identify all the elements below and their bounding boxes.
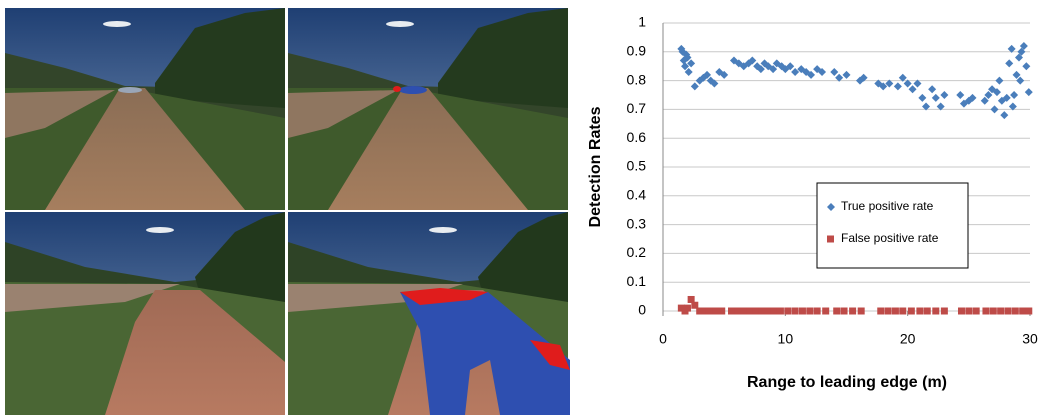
y-tick-label: 0.9 [627, 43, 647, 59]
point [691, 82, 699, 90]
point [830, 68, 838, 76]
photo-top-left [5, 8, 285, 210]
legend-box [817, 183, 968, 268]
false-detection-overlay [393, 86, 401, 92]
point [997, 308, 1004, 315]
y-axis-title: Detection Rates [587, 106, 604, 227]
point [777, 308, 784, 315]
point [712, 308, 719, 315]
point [784, 308, 791, 315]
point [734, 308, 741, 315]
point [843, 71, 851, 79]
y-tick-label: 0.6 [627, 129, 647, 145]
point [684, 305, 691, 312]
point [941, 308, 948, 315]
point [799, 308, 806, 315]
y-tick-label: 0.4 [627, 187, 647, 203]
point [1000, 111, 1008, 119]
y-tick-label: 0.8 [627, 71, 647, 87]
point [990, 308, 997, 315]
y-tick-label: 1 [638, 14, 646, 30]
point [1012, 308, 1019, 315]
point [916, 308, 923, 315]
point [771, 308, 778, 315]
point [849, 308, 856, 315]
point [918, 94, 926, 102]
point [706, 308, 713, 315]
x-tick-label: 10 [778, 331, 794, 347]
point [932, 308, 939, 315]
point [932, 94, 940, 102]
point [841, 308, 848, 315]
point [892, 308, 899, 315]
page: {"chart_data": {"type": "scatter", "xlab… [0, 0, 1042, 418]
point [973, 308, 980, 315]
point [806, 308, 813, 315]
y-tick-label: 0.3 [627, 215, 647, 231]
y-tick-label: 0.2 [627, 244, 647, 260]
point [822, 308, 829, 315]
y-tick-label: 0.7 [627, 100, 647, 116]
point [940, 91, 948, 99]
photo-bottom-left [5, 212, 285, 415]
y-tick-label: 0.5 [627, 158, 647, 174]
point [1010, 91, 1018, 99]
point [765, 308, 772, 315]
detection-overlay [399, 86, 427, 94]
point [991, 105, 999, 113]
y-tick-label: 0 [638, 302, 646, 318]
point [833, 308, 840, 315]
point [877, 308, 884, 315]
point [995, 77, 1003, 85]
x-axis-title: Range to leading edge (m) [747, 374, 947, 391]
point [885, 308, 892, 315]
figure: Range to leading edge (m) Detection Rate… [0, 0, 1042, 418]
point [728, 308, 735, 315]
legend-marker [827, 236, 834, 243]
point [718, 308, 725, 315]
x-tick-label: 20 [900, 331, 916, 347]
point [909, 85, 917, 93]
point [908, 308, 915, 315]
point [1025, 308, 1032, 315]
legend-label: False positive rate [841, 231, 939, 245]
point [752, 308, 759, 315]
point [1005, 59, 1013, 67]
point [1022, 62, 1030, 70]
point [956, 91, 964, 99]
point [982, 308, 989, 315]
legend-swatch [827, 236, 834, 243]
point [814, 308, 821, 315]
legend-label: True positive rate [841, 199, 934, 213]
chart: Range to leading edge (m) Detection Rate… [587, 14, 1038, 392]
y-tick-label: 0.1 [627, 273, 647, 289]
point [858, 308, 865, 315]
point [759, 308, 766, 315]
point [899, 308, 906, 315]
photo-top-right [288, 8, 568, 210]
x-tick-label: 30 [1022, 331, 1038, 347]
point [894, 82, 902, 90]
x-tick-label: 0 [659, 331, 667, 347]
point [928, 85, 936, 93]
point [740, 308, 747, 315]
point [965, 308, 972, 315]
point [924, 308, 931, 315]
point [1019, 308, 1026, 315]
point [958, 308, 965, 315]
point [792, 308, 799, 315]
point [1004, 308, 1011, 315]
point [746, 308, 753, 315]
point [1025, 88, 1033, 96]
